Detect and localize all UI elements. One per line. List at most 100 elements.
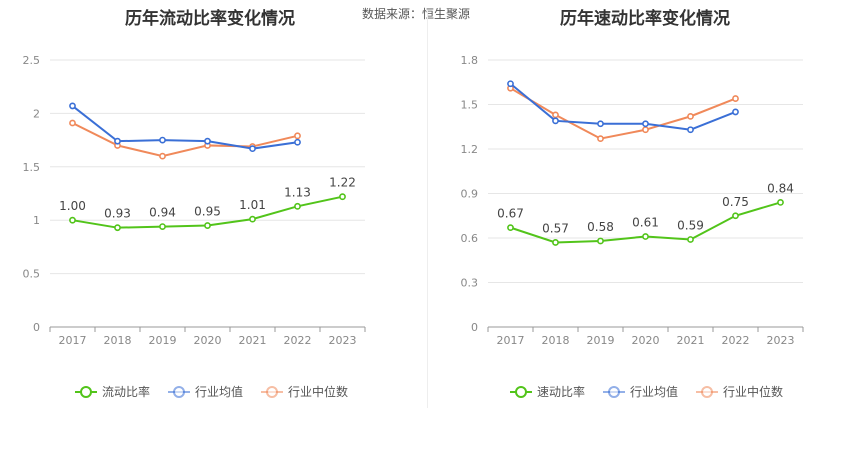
data-label: 0.75 [722,195,749,209]
data-point[interactable] [114,137,121,145]
y-tick-label: 0.6 [461,232,479,245]
y-tick-label: 0 [33,321,40,334]
x-tick-label: 2017 [59,334,87,347]
data-point[interactable] [159,223,166,231]
legend-label: 流动比率 [102,385,151,399]
legend-item[interactable]: 行业均值 [168,383,243,400]
y-tick-label: 1.8 [461,54,479,67]
data-point[interactable] [642,120,649,128]
x-tick-label: 2022 [722,334,750,347]
data-label: 1.13 [284,185,311,199]
legend-item[interactable]: 行业中位数 [696,383,783,400]
x-tick-label: 2018 [104,334,132,347]
legend-line-icon [168,385,191,398]
series-line [72,122,298,158]
data-point[interactable] [597,120,604,128]
x-tick-label: 2018 [542,334,570,347]
chart-divider [427,10,428,408]
data-label: 0.61 [632,216,659,230]
data-point[interactable] [204,222,211,229]
x-tick-label: 2017 [497,334,525,347]
series-line [509,82,736,131]
legend-item[interactable]: 行业中位数 [261,383,348,400]
data-label: 0.94 [149,206,176,220]
legend-quick-ratio[interactable]: 速动比率 行业均值 行业中位数 [510,383,783,400]
data-point[interactable] [687,236,694,243]
x-tick-label: 2020 [632,334,660,347]
quick-ratio-chart: 0 0.3 0.6 0.9 1.2 1.5 1.8 2017 2018 2019 2020 2021 2… [461,54,804,347]
data-point[interactable] [294,138,301,146]
data-label: 0.67 [497,207,524,221]
y-tick-label: 0 [471,321,478,334]
series-line [509,87,736,140]
data-label: 1.00 [59,199,86,213]
data-label: 0.57 [542,221,569,235]
data-point[interactable] [159,152,166,160]
y-tick-label: 0.5 [23,268,41,281]
data-point[interactable] [159,136,166,144]
legend-label: 行业均值 [630,385,679,399]
legend-label: 行业均值 [195,385,244,399]
legend-line-icon [261,385,284,398]
legend-line-icon [696,385,719,398]
data-point[interactable] [642,233,649,240]
current-ratio-chart: 0 0.5 1 1.5 2 2.5 2017 2018 2019 2020 2021 2022 2023… [23,54,366,347]
data-point[interactable] [114,224,121,232]
data-point[interactable] [552,239,559,246]
data-point[interactable] [552,111,559,119]
legend-label: 行业中位数 [723,385,784,399]
data-label: 0.93 [104,207,131,221]
x-tick-label: 2021 [239,334,267,347]
data-point[interactable] [249,215,256,223]
x-tick-label: 2019 [149,334,177,347]
data-point[interactable] [204,137,211,145]
legend-item[interactable]: 流动比率 [75,383,150,400]
y-tick-label: 1.5 [461,99,479,112]
data-label: 1.22 [329,176,356,190]
chart-title-quick-ratio: 历年速动比率变化情况 [560,9,730,29]
data-point[interactable] [294,202,301,210]
legend-label: 速动比率 [537,385,586,399]
x-tick-label: 2023 [329,334,357,347]
data-point[interactable] [339,193,346,201]
data-point[interactable] [777,198,784,206]
data-point[interactable] [507,80,514,88]
data-point[interactable] [507,224,514,232]
data-label: 1.01 [239,198,266,212]
data-point[interactable] [687,112,694,120]
legend-item[interactable]: 速动比率 [510,383,585,400]
y-tick-label: 1.5 [23,161,41,174]
legend-line-icon [510,385,532,398]
data-point[interactable] [597,135,604,143]
chart-title-current-ratio: 历年流动比率变化情况 [125,9,295,29]
legend-line-icon [603,385,626,398]
data-label: 0.95 [194,205,221,219]
x-tick-label: 2020 [194,334,222,347]
y-tick-label: 1 [33,214,40,227]
data-label: 0.59 [677,218,704,232]
data-point[interactable] [249,145,256,153]
data-label: 0.84 [767,181,794,195]
legend-item[interactable]: 行业均值 [603,383,678,400]
y-tick-label: 2.5 [23,54,41,67]
series-line [71,105,298,150]
x-tick-label: 2019 [587,334,615,347]
legend-label: 行业中位数 [288,385,349,399]
legend-current-ratio[interactable]: 流动比率 行业均值 行业中位数 [75,383,348,400]
data-point[interactable] [597,237,604,245]
x-tick-label: 2023 [767,334,795,347]
data-point[interactable] [69,119,76,127]
data-point[interactable] [642,126,649,134]
x-tick-label: 2021 [677,334,705,347]
data-point[interactable] [732,108,739,116]
data-point[interactable] [69,102,76,110]
data-point[interactable] [732,95,739,102]
data-point[interactable] [732,212,739,220]
data-point[interactable] [552,117,559,125]
data-point[interactable] [687,126,694,134]
data-label: 0.58 [587,220,614,234]
y-tick-label: 0.9 [461,188,479,201]
y-tick-label: 0.3 [461,277,479,290]
data-point[interactable] [69,216,76,224]
data-point[interactable] [294,132,301,140]
